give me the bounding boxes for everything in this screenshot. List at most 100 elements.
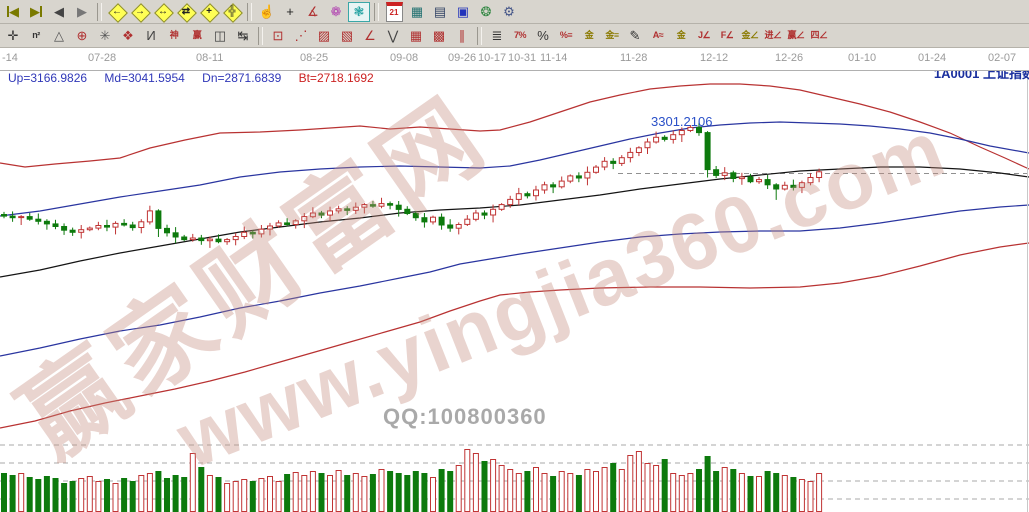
volume-bar xyxy=(146,473,153,512)
diamond-scroll-right-button[interactable]: → xyxy=(129,2,151,23)
parallel-lines-button[interactable]: ∥ xyxy=(451,26,473,46)
diamond-zoom-out-button[interactable]: ╬ xyxy=(221,2,243,23)
skip-last-button[interactable]: ▶ xyxy=(25,2,47,22)
check-lines-button[interactable]: ⋁ xyxy=(382,26,404,46)
candle-body xyxy=(52,223,59,227)
candle-body xyxy=(18,216,25,219)
candle-body xyxy=(575,175,582,179)
brush-button[interactable]: ✎ xyxy=(624,26,646,46)
band-middle xyxy=(0,166,1029,278)
angle-lines-button[interactable]: ∠ xyxy=(359,26,381,46)
percent-seven-button[interactable]: 7% xyxy=(509,26,531,46)
circle-target-button[interactable]: ⊕ xyxy=(71,26,93,46)
skip-first-button[interactable]: ◀ xyxy=(2,2,24,22)
save-button[interactable]: ▣ xyxy=(452,2,474,22)
jin-angle-button[interactable]: 进∠ xyxy=(762,26,784,46)
volume-bar xyxy=(704,456,711,512)
ying-angle-button[interactable]: 赢∠ xyxy=(785,26,807,46)
gold-circle-button[interactable]: 金 xyxy=(578,26,600,46)
candle-body xyxy=(121,222,128,226)
next-bar-icon: ▶ xyxy=(77,4,87,19)
band-red-lower xyxy=(0,242,1029,429)
grid-button[interactable]: ▦ xyxy=(405,26,427,46)
shen-tool-icon: 神 xyxy=(169,30,179,40)
next-bar-button[interactable]: ▶ xyxy=(71,2,93,22)
volume-bar xyxy=(61,483,68,512)
diamond-scroll-right-icon: → xyxy=(135,5,145,17)
hand-pan-button[interactable]: ☝ xyxy=(256,2,278,22)
stats-list-button[interactable]: ≣ xyxy=(486,26,508,46)
wave-n-button[interactable]: И xyxy=(140,26,162,46)
diamond-zoom-in-button[interactable]: + xyxy=(198,2,220,23)
width-measure-button[interactable]: ↹ xyxy=(232,26,254,46)
parallel-lines-icon: ∥ xyxy=(458,28,466,43)
date-tick-label: 11-14 xyxy=(540,52,568,64)
volume-bar xyxy=(172,475,179,512)
shen-tool-button[interactable]: 神 xyxy=(163,26,185,46)
gann-box-button[interactable]: ▨ xyxy=(313,26,335,46)
candlestick-series[interactable] xyxy=(1,122,823,248)
volume-bar xyxy=(713,471,720,512)
grid-dense-icon: ▩ xyxy=(432,28,446,43)
crosshair-button[interactable]: + xyxy=(279,2,301,22)
volume-bar xyxy=(481,461,488,512)
candle-body xyxy=(635,147,642,154)
publish-button[interactable]: ❂ xyxy=(475,2,497,22)
percent-button[interactable]: % xyxy=(532,26,554,46)
gold2-button[interactable]: 金 xyxy=(670,26,692,46)
volume-series[interactable] xyxy=(1,449,823,512)
gann-square-icon: ▧ xyxy=(340,28,354,43)
brain-tool-button[interactable]: ❃ xyxy=(348,1,370,22)
boxed-star-button[interactable]: ❖ xyxy=(117,26,139,46)
candle-body xyxy=(670,134,677,140)
candle-body xyxy=(9,215,16,219)
candle-body xyxy=(309,212,316,218)
box-tool-button[interactable]: ⊡ xyxy=(267,26,289,46)
notes-button[interactable]: ▤ xyxy=(429,2,451,22)
f-angle-button[interactable]: F∠ xyxy=(716,26,738,46)
si-angle-button[interactable]: 四∠ xyxy=(808,26,830,46)
j-angle-button[interactable]: J∠ xyxy=(693,26,715,46)
volume-bar xyxy=(275,481,282,512)
gold-levels-button[interactable]: 金≡ xyxy=(601,26,623,46)
stats-list-icon: ≣ xyxy=(491,28,503,43)
publish-icon: ❂ xyxy=(480,4,492,19)
candle-body xyxy=(756,179,762,183)
candle-body xyxy=(301,216,308,222)
candle-body xyxy=(541,184,548,191)
volume-bar xyxy=(558,471,565,512)
calendar-button[interactable]: 21 xyxy=(383,1,405,22)
percent-levels-button[interactable]: %≡ xyxy=(555,26,577,46)
diamond-scroll-left-button[interactable]: ← xyxy=(106,2,128,23)
box-tool-icon: ⊡ xyxy=(272,28,284,43)
ying-tool-button[interactable]: 赢 xyxy=(186,26,208,46)
volume-bar xyxy=(747,476,754,512)
calculator-button[interactable]: ▦ xyxy=(406,2,428,22)
candle-body xyxy=(198,237,205,242)
wizard-button[interactable]: ⚙ xyxy=(498,2,520,22)
grid-dense-button[interactable]: ▩ xyxy=(428,26,450,46)
fan-rays-button[interactable]: ⋰ xyxy=(290,26,312,46)
angle-a-button[interactable]: △ xyxy=(48,26,70,46)
star-rays-button[interactable]: ✳ xyxy=(94,26,116,46)
diamond-compress-h-button[interactable]: ⇄ xyxy=(175,2,197,23)
gold-angle-button[interactable]: 金∠ xyxy=(739,26,761,46)
ping-a-button[interactable]: Α≈ xyxy=(647,26,669,46)
circle-target-icon: ⊕ xyxy=(76,28,88,43)
candle-body xyxy=(369,204,376,207)
date-tick-label: 08-11 xyxy=(196,52,224,64)
ruler-123-button[interactable]: ◫ xyxy=(209,26,231,46)
prev-bar-button[interactable]: ◀ xyxy=(48,2,70,22)
candle-body xyxy=(773,184,780,190)
flower-tool-button[interactable]: ❁ xyxy=(325,2,347,22)
volume-bar xyxy=(533,467,539,512)
volume-bar xyxy=(378,469,385,512)
n-squared-button[interactable]: n² xyxy=(25,26,47,46)
angle-measure-button[interactable]: ∡ xyxy=(302,2,324,22)
ying-angle-icon: 赢∠ xyxy=(787,30,805,40)
diamond-expand-h-button[interactable]: ↔ xyxy=(152,2,174,23)
gann-square-button[interactable]: ▧ xyxy=(336,26,358,46)
angle-measure-icon: ∡ xyxy=(307,4,319,19)
cross-line-button[interactable]: ✛ xyxy=(2,26,24,46)
